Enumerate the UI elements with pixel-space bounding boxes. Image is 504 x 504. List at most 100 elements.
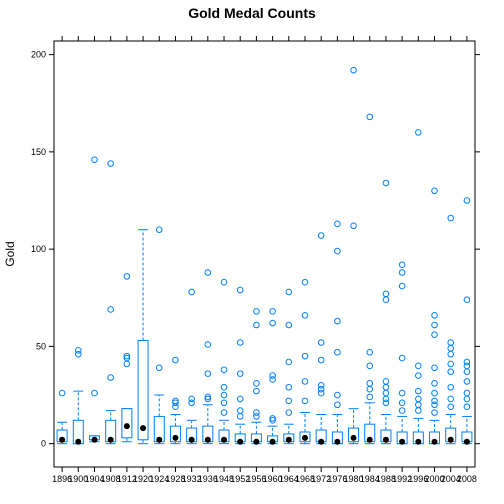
outlier-point <box>253 321 260 329</box>
median-dot <box>318 438 325 445</box>
box-2008 <box>461 197 473 445</box>
outlier-point <box>155 226 163 233</box>
outlier-point <box>220 391 228 399</box>
x-tick-label: 1964 <box>279 474 299 484</box>
outlier-point <box>415 372 422 379</box>
outlier-point <box>431 364 438 372</box>
median-dot <box>204 436 211 443</box>
outlier-point <box>317 382 325 389</box>
y-tick-label: 150 <box>31 147 46 157</box>
median-dot <box>188 436 195 443</box>
outlier-point <box>301 397 309 405</box>
median-dot <box>399 438 406 445</box>
outlier-point <box>431 409 438 416</box>
outlier-point <box>415 387 422 395</box>
outlier-point <box>204 395 212 403</box>
outlier-point <box>301 311 309 319</box>
outlier-point <box>431 401 438 409</box>
outlier-point <box>236 370 244 377</box>
box-iqr <box>169 425 181 443</box>
outlier-point <box>253 387 260 395</box>
median-dot <box>123 423 130 430</box>
median-dot <box>334 438 341 445</box>
outlier-point <box>398 399 406 407</box>
outlier-point <box>91 389 98 397</box>
outlier-point <box>107 306 114 313</box>
outlier-point <box>317 232 325 239</box>
outlier-point <box>382 378 390 385</box>
y-tick-label: 0 <box>41 439 46 449</box>
outlier-point <box>91 156 98 163</box>
outlier-point <box>366 393 374 401</box>
outlier-point <box>269 319 276 327</box>
outlier-point <box>107 374 114 381</box>
outlier-point <box>431 397 438 405</box>
x-tick-label: 1992 <box>392 474 412 484</box>
box-1908 <box>105 160 117 445</box>
outlier-point <box>236 339 244 346</box>
outlier-point <box>188 288 195 296</box>
outlier-point <box>382 290 390 298</box>
x-tick-label: 1920 <box>133 474 153 484</box>
median-dot <box>91 436 98 443</box>
outlier-point <box>236 395 244 403</box>
median-dot <box>285 436 292 443</box>
outlier-point <box>269 308 276 315</box>
outlier-point <box>398 282 406 290</box>
outlier-point <box>123 273 131 280</box>
outlier-point <box>220 366 228 374</box>
box-1904 <box>88 156 100 443</box>
outlier-point <box>269 417 276 424</box>
outlier-point <box>350 222 357 230</box>
outlier-point <box>123 352 131 360</box>
outlier-point <box>382 399 390 407</box>
outlier-point <box>431 380 438 387</box>
outlier-point <box>398 389 406 397</box>
outlier-point <box>447 345 455 352</box>
boxes-layer <box>56 66 473 445</box>
outlier-point <box>415 407 422 414</box>
outlier-point <box>334 401 341 409</box>
outlier-point <box>220 278 228 286</box>
outlier-point <box>74 346 82 354</box>
plot-frame <box>53 40 476 468</box>
outlier-point <box>382 383 390 391</box>
x-tick-label: 1948 <box>214 474 234 484</box>
box-1964 <box>283 288 295 445</box>
outlier-point <box>398 269 406 276</box>
x-tick-label: 1976 <box>327 474 347 484</box>
median-dot <box>59 436 66 443</box>
x-tick-label: 1896 <box>52 474 72 484</box>
outlier-point <box>123 360 131 368</box>
outlier-point <box>220 383 228 391</box>
box-1960 <box>267 308 279 445</box>
outlier-point <box>415 395 422 403</box>
outlier-point <box>236 413 244 420</box>
outlier-point <box>447 214 455 222</box>
outlier-point <box>204 393 212 401</box>
outlier-point <box>172 397 179 405</box>
box-1980 <box>348 66 360 445</box>
outlier-point <box>431 321 438 329</box>
outlier-point <box>285 288 293 296</box>
outlier-point <box>301 352 309 360</box>
box-1912 <box>121 273 133 443</box>
box-1936 <box>202 269 214 445</box>
outlier-point <box>204 269 212 276</box>
outlier-point <box>398 354 406 362</box>
outlier-point <box>269 372 276 379</box>
box-iqr <box>137 340 149 441</box>
outlier-point <box>463 197 471 204</box>
outlier-point <box>220 399 228 407</box>
median-dot <box>382 436 389 443</box>
outlier-point <box>463 296 471 304</box>
outlier-point <box>463 358 471 366</box>
x-tick-label: 1952 <box>230 474 250 484</box>
x-tick-label: 1932 <box>182 474 202 484</box>
outlier-point <box>431 331 438 339</box>
outlier-point <box>447 383 455 391</box>
median-dot <box>237 438 244 445</box>
outlier-point <box>301 278 309 286</box>
outlier-point <box>155 364 163 372</box>
x-tick-label: 1924 <box>149 474 169 484</box>
